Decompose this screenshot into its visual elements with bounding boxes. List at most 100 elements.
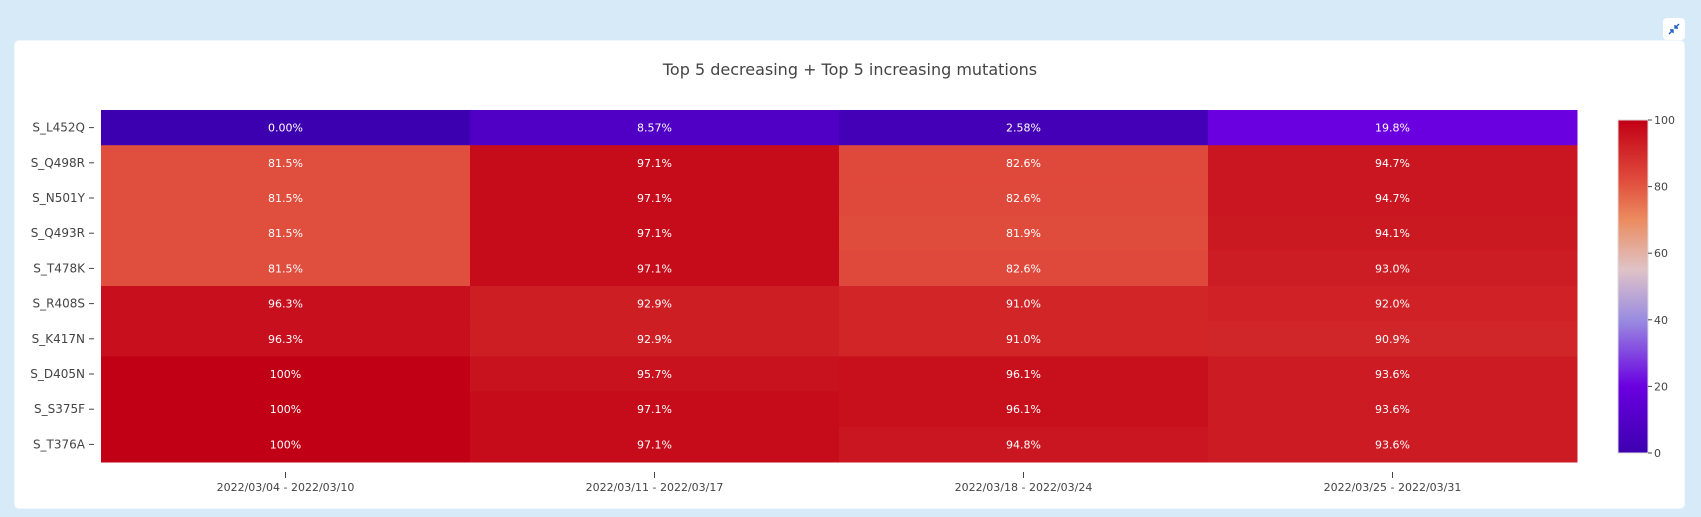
heatmap-cell	[470, 391, 840, 428]
y-tick-label: S_S375F	[34, 402, 85, 416]
cell-value-label: 81.9%	[1006, 227, 1041, 240]
heatmap-cell	[1208, 391, 1578, 428]
cell-value-label: 19.8%	[1375, 122, 1410, 135]
heatmap-cell	[839, 110, 1209, 146]
cell-value-label: 100%	[270, 438, 301, 451]
y-tick-label: S_T478K	[33, 261, 86, 275]
cell-value-label: 2.58%	[1006, 122, 1041, 135]
cell-value-label: 90.9%	[1375, 333, 1410, 346]
heatmap-cell	[839, 426, 1209, 463]
heatmap-cell	[1208, 250, 1578, 287]
cell-value-label: 94.7%	[1375, 157, 1410, 170]
cell-value-label: 92.9%	[637, 298, 672, 311]
x-tick-label: 2022/03/04 - 2022/03/10	[217, 481, 355, 494]
heatmap-cell	[101, 145, 471, 181]
cell-value-label: 96.1%	[1006, 368, 1041, 381]
heatmap-cell	[470, 321, 840, 357]
cell-value-label: 81.5%	[268, 157, 303, 170]
cell-value-label: 91.0%	[1006, 298, 1041, 311]
heatmap-cell	[1208, 321, 1578, 357]
cell-value-label: 82.6%	[1006, 157, 1041, 170]
cell-value-label: 93.6%	[1375, 403, 1410, 416]
heatmap-cell	[839, 180, 1209, 217]
cell-value-label: 97.1%	[637, 438, 672, 451]
cell-value-label: 91.0%	[1006, 333, 1041, 346]
y-tick-label: S_K417N	[32, 332, 85, 346]
collapse-arrows-icon	[1668, 20, 1680, 39]
x-axis: 2022/03/04 - 2022/03/10 2022/03/11 - 2022…	[217, 472, 1462, 494]
heatmap-cell	[101, 215, 471, 252]
y-tick-label: S_N501Y	[32, 191, 85, 205]
cell-value-label: 95.7%	[637, 368, 672, 381]
cell-value-label: 96.1%	[1006, 403, 1041, 416]
cell-value-label: 92.0%	[1375, 298, 1410, 311]
heatmap-cell	[470, 215, 840, 252]
cell-value-label: 100%	[270, 368, 301, 381]
heatmap-cell	[839, 145, 1209, 181]
cell-value-label: 100%	[270, 403, 301, 416]
heatmap-cell	[1208, 215, 1578, 252]
x-tick-label: 2022/03/11 - 2022/03/17	[586, 481, 724, 494]
heatmap-cell	[101, 321, 471, 357]
heatmap-cell	[1208, 110, 1578, 146]
cell-value-label: 82.6%	[1006, 192, 1041, 205]
cell-value-label: 96.3%	[268, 333, 303, 346]
y-tick-label: S_R408S	[33, 297, 85, 311]
y-tick-label: S_D405N	[30, 367, 85, 381]
colorbar-tick-label: 0	[1654, 447, 1661, 460]
cell-value-label: 93.6%	[1375, 368, 1410, 381]
heatmap-cell	[1208, 180, 1578, 217]
heatmap-cell	[470, 356, 840, 393]
x-tick-label: 2022/03/18 - 2022/03/24	[955, 481, 1093, 494]
heatmap-cell	[470, 426, 840, 463]
y-tick-label: S_Q493R	[31, 226, 85, 240]
cell-value-label: 97.1%	[637, 157, 672, 170]
cell-value-label: 93.0%	[1375, 262, 1410, 275]
heatmap-cell	[839, 356, 1209, 393]
cell-value-label: 94.7%	[1375, 192, 1410, 205]
cell-value-label: 97.1%	[637, 403, 672, 416]
y-tick-label: S_L452Q	[32, 121, 85, 135]
heatmap-cell	[470, 145, 840, 181]
heatmap-cell	[839, 286, 1209, 322]
chart-title: Top 5 decreasing + Top 5 increasing muta…	[662, 60, 1037, 79]
heatmap-cell	[1208, 356, 1578, 393]
cell-value-label: 8.57%	[637, 122, 672, 135]
heatmap-cell	[101, 356, 471, 393]
cell-value-label: 97.1%	[637, 192, 672, 205]
cell-value-label: 82.6%	[1006, 262, 1041, 275]
y-axis: S_L452Q S_Q498R S_N501Y S_Q493R S_T478K S_R40…	[30, 121, 94, 451]
x-tick-label: 2022/03/25 - 2022/03/31	[1324, 481, 1462, 494]
cell-value-label: 81.5%	[268, 192, 303, 205]
heatmap-cell	[1208, 286, 1578, 322]
heatmap-cell	[839, 321, 1209, 357]
heatmap-cell	[1208, 145, 1578, 181]
cell-value-label: 81.5%	[268, 262, 303, 275]
cell-value-label: 0.00%	[268, 122, 303, 135]
colorbar-tick-label: 40	[1654, 314, 1668, 327]
y-tick-label: S_T376A	[33, 437, 86, 451]
cell-value-label: 97.1%	[637, 262, 672, 275]
heatmap-cells: 0.00% 8.57% 2.58% 19.8% 81.5% 97.1% 82.6% 94.7%…	[101, 110, 1578, 463]
heatmap-cell	[839, 250, 1209, 287]
colorbar-tick-label: 20	[1654, 380, 1668, 393]
collapse-button[interactable]	[1663, 18, 1685, 40]
cell-value-label: 96.3%	[268, 298, 303, 311]
colorbar-tick-label: 100	[1654, 114, 1675, 127]
cell-value-label: 81.5%	[268, 227, 303, 240]
heatmap-cell	[101, 426, 471, 463]
heatmap-cell	[470, 286, 840, 322]
heatmap-cell	[470, 250, 840, 287]
cell-value-label: 94.8%	[1006, 438, 1041, 451]
colorbar-gradient	[1617, 119, 1649, 454]
cell-value-label: 92.9%	[637, 333, 672, 346]
heatmap-cell	[839, 215, 1209, 252]
heatmap-cell	[101, 391, 471, 428]
colorbar: 0 20 40 60 80 100	[1617, 114, 1675, 460]
heatmap-cell	[101, 250, 471, 287]
cell-value-label: 94.1%	[1375, 227, 1410, 240]
heatmap-cell	[470, 180, 840, 217]
heatmap-cell	[470, 110, 840, 146]
y-tick-label: S_Q498R	[31, 156, 85, 170]
